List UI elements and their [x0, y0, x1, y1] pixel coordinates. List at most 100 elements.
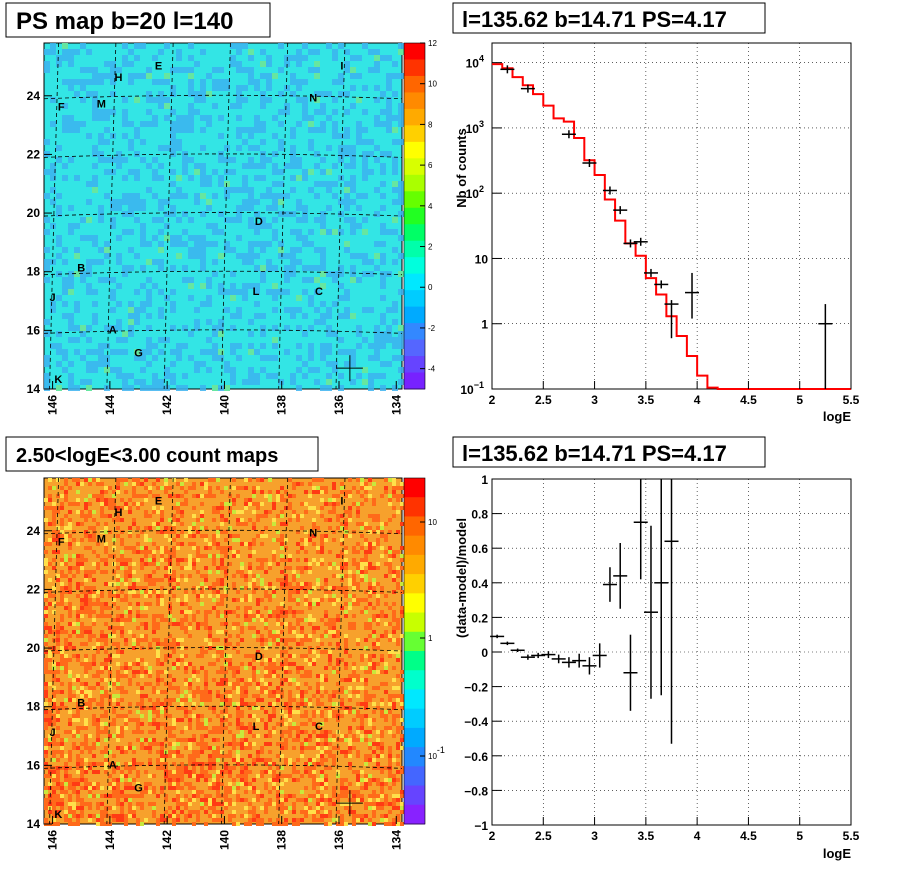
map-pixel [348, 726, 352, 730]
map-pixel [248, 542, 252, 546]
map-pixel [158, 349, 164, 355]
map-pixel [248, 205, 254, 211]
map-pixel [146, 301, 152, 307]
map-pixel [60, 682, 64, 686]
map-pixel [124, 670, 128, 674]
map-pixel [160, 746, 164, 750]
map-pixel [266, 97, 272, 103]
map-pixel [92, 534, 96, 538]
map-pixel [80, 742, 84, 746]
map-pixel [236, 91, 242, 97]
map-pixel [356, 754, 360, 758]
map-pixel [80, 598, 84, 602]
map-pixel [400, 522, 404, 526]
map-pixel [272, 518, 276, 522]
map-pixel [136, 774, 140, 778]
map-pixel [200, 770, 204, 774]
map-pixel [380, 786, 384, 790]
map-pixel [350, 73, 356, 79]
map-pixel [64, 494, 68, 498]
map-pixel [172, 570, 176, 574]
map-pixel [376, 806, 380, 810]
map-pixel [192, 750, 196, 754]
map-pixel [218, 283, 224, 289]
map-pixel [376, 518, 380, 522]
map-pixel [86, 49, 92, 55]
map-pixel [104, 762, 108, 766]
map-pixel [338, 295, 344, 301]
map-pixel [60, 562, 64, 566]
map-pixel [244, 726, 248, 730]
count-map-title: 2.50<logE<3.00 count maps [16, 445, 278, 467]
map-pixel [128, 586, 132, 590]
map-pixel [254, 115, 260, 121]
map-pixel [240, 686, 244, 690]
map-pixel [368, 49, 374, 55]
map-pixel [44, 594, 48, 598]
map-pixel [80, 802, 84, 806]
map-pixel [324, 718, 328, 722]
map-pixel [388, 726, 392, 730]
map-pixel [108, 582, 112, 586]
map-pixel [376, 562, 380, 566]
map-pixel [332, 301, 338, 307]
map-pixel [268, 594, 272, 598]
map-pixel [52, 610, 56, 614]
map-pixel [290, 55, 296, 61]
map-pixel [56, 478, 60, 482]
colorbar-tick-label: 0 [428, 283, 433, 292]
map-pixel [80, 762, 84, 766]
map-pixel [88, 762, 92, 766]
map-pixel [172, 810, 176, 814]
map-pixel [200, 91, 206, 97]
map-pixel [316, 674, 320, 678]
map-pixel [218, 79, 224, 85]
map-pixel [88, 782, 92, 786]
map-pixel [144, 790, 148, 794]
map-pixel [68, 79, 74, 85]
map-pixel [148, 802, 152, 806]
map-pixel [352, 546, 356, 550]
map-pixel [348, 654, 352, 658]
map-pixel [326, 385, 332, 391]
map-pixel [204, 722, 208, 726]
map-pixel [240, 626, 244, 630]
map-pixel [316, 582, 320, 586]
map-pixel [340, 750, 344, 754]
map-pixel [132, 578, 136, 582]
map-pixel [352, 690, 356, 694]
map-pixel [196, 774, 200, 778]
map-pixel [144, 626, 148, 630]
map-pixel [348, 534, 352, 538]
map-pixel [132, 618, 136, 622]
map-pixel [364, 626, 368, 630]
map-pixel [140, 730, 144, 734]
map-pixel [60, 586, 64, 590]
map-pixel [236, 782, 240, 786]
map-pixel [120, 790, 124, 794]
map-pixel [248, 598, 252, 602]
map-pixel [268, 658, 272, 662]
map-pixel [292, 578, 296, 582]
map-pixel [332, 630, 336, 634]
map-pixel [320, 714, 324, 718]
map-pixel [308, 506, 312, 510]
map-pixel [236, 642, 240, 646]
map-pixel [314, 73, 320, 79]
map-pixel [180, 698, 184, 702]
map-pixel [304, 766, 308, 770]
map-pixel [392, 554, 396, 558]
map-pixel [384, 486, 388, 490]
map-pixel [176, 145, 182, 151]
map-pixel [344, 510, 348, 514]
map-pixel [252, 618, 256, 622]
map-pixel [236, 590, 240, 594]
map-pixel [290, 79, 296, 85]
map-pixel [140, 379, 146, 385]
source-label-B: B [77, 263, 85, 275]
map-pixel [352, 678, 356, 682]
map-pixel [44, 61, 50, 67]
map-pixel [320, 650, 324, 654]
map-pixel [50, 223, 56, 229]
map-pixel [278, 121, 284, 127]
